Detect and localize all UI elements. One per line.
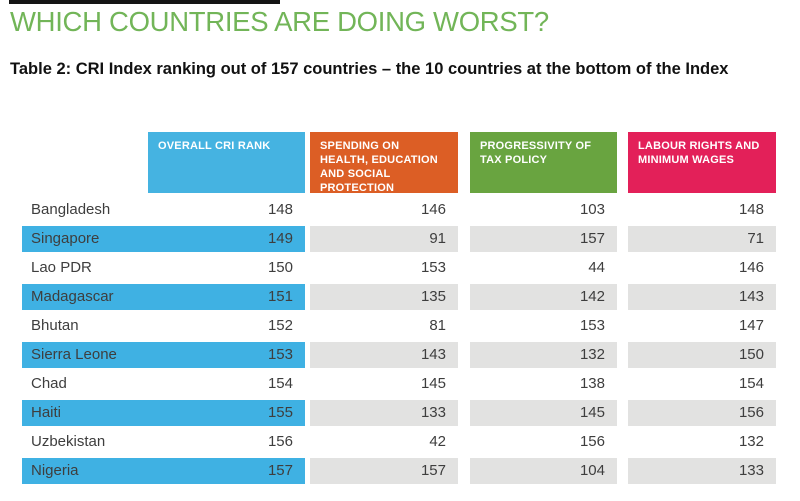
overall-cri-rank-value: 151 bbox=[148, 284, 305, 310]
spending-rank-value: 91 bbox=[310, 226, 458, 252]
table-row: Sierra Leone 153 143 132 150 bbox=[22, 342, 776, 368]
country-name: Haiti bbox=[22, 400, 148, 426]
table-header-row: OVERALL CRI RANK SPENDING ON HEALTH, EDU… bbox=[22, 132, 776, 194]
overall-cri-rank-value: 156 bbox=[267, 433, 293, 450]
tax-policy-rank-value: 153 bbox=[579, 317, 605, 334]
overall-cri-rank-value: 149 bbox=[148, 226, 305, 252]
tax-policy-rank-value: 132 bbox=[470, 342, 617, 368]
table-row: Singapore 149 91 157 71 bbox=[22, 226, 776, 252]
table-row: Bangladesh 148 146 103 148 bbox=[22, 197, 776, 223]
country-name: Sierra Leone bbox=[22, 342, 148, 368]
overall-cri-rank-value: 155 bbox=[148, 400, 305, 426]
table-row: Bhutan 152 81 153 147 bbox=[22, 313, 776, 339]
column-header-labour-rights: LABOUR RIGHTS AND MINIMUM WAGES bbox=[628, 132, 776, 193]
table-row: Uzbekistan 156 42 156 132 bbox=[22, 429, 776, 455]
spending-rank-value: 145 bbox=[420, 375, 446, 392]
tax-policy-rank-value: 104 bbox=[470, 458, 617, 484]
tax-policy-rank-value: 142 bbox=[470, 284, 617, 310]
table-rows: Bangladesh 148 146 103 148 Singapore 149… bbox=[22, 197, 776, 484]
labour-rights-rank-value: 147 bbox=[738, 317, 764, 334]
overall-cri-rank-value: 157 bbox=[148, 458, 305, 484]
tax-policy-rank-value: 145 bbox=[470, 400, 617, 426]
page-title: WHICH COUNTRIES ARE DOING WORST? bbox=[10, 6, 549, 37]
overall-cri-rank-value: 152 bbox=[267, 317, 293, 334]
country-name: Chad bbox=[31, 375, 67, 392]
header-spacer bbox=[22, 132, 148, 193]
spending-rank-value: 81 bbox=[429, 317, 446, 334]
spending-rank-value: 143 bbox=[310, 342, 458, 368]
country-name: Bhutan bbox=[31, 317, 79, 334]
spending-rank-value: 157 bbox=[310, 458, 458, 484]
table-row: Madagascar 151 135 142 143 bbox=[22, 284, 776, 310]
tax-policy-rank-value: 156 bbox=[579, 433, 605, 450]
country-name: Bangladesh bbox=[31, 201, 111, 218]
spending-rank-value: 135 bbox=[310, 284, 458, 310]
overall-cri-rank-value: 153 bbox=[148, 342, 305, 368]
labour-rights-rank-value: 132 bbox=[738, 433, 764, 450]
overall-cri-rank-value: 154 bbox=[267, 375, 293, 392]
table-row: Nigeria 157 157 104 133 bbox=[22, 458, 776, 484]
labour-rights-rank-value: 150 bbox=[628, 342, 776, 368]
labour-rights-rank-value: 133 bbox=[628, 458, 776, 484]
country-name: Madagascar bbox=[22, 284, 148, 310]
table-caption: Table 2: CRI Index ranking out of 157 co… bbox=[10, 60, 729, 78]
tax-policy-rank-value: 103 bbox=[579, 201, 605, 218]
overall-cri-rank-value: 150 bbox=[267, 259, 293, 276]
table-row: Lao PDR 150 153 44 146 bbox=[22, 255, 776, 281]
labour-rights-rank-value: 143 bbox=[628, 284, 776, 310]
spending-rank-value: 133 bbox=[310, 400, 458, 426]
table-row: Chad 154 145 138 154 bbox=[22, 371, 776, 397]
column-header-tax-policy: PROGRESSIVITY OF TAX POLICY bbox=[470, 132, 617, 193]
spending-rank-value: 153 bbox=[420, 259, 446, 276]
country-name: Singapore bbox=[22, 226, 148, 252]
top-progress-bar bbox=[9, 0, 280, 4]
table-row: Haiti 155 133 145 156 bbox=[22, 400, 776, 426]
tax-policy-rank-value: 157 bbox=[470, 226, 617, 252]
labour-rights-rank-value: 71 bbox=[628, 226, 776, 252]
labour-rights-rank-value: 156 bbox=[628, 400, 776, 426]
country-name: Lao PDR bbox=[31, 259, 92, 276]
tax-policy-rank-value: 138 bbox=[579, 375, 605, 392]
cri-ranking-table: OVERALL CRI RANK SPENDING ON HEALTH, EDU… bbox=[22, 132, 776, 487]
country-name: Uzbekistan bbox=[31, 433, 106, 450]
labour-rights-rank-value: 148 bbox=[738, 201, 764, 218]
overall-cri-rank-value: 148 bbox=[267, 201, 293, 218]
tax-policy-rank-value: 44 bbox=[588, 259, 605, 276]
labour-rights-rank-value: 154 bbox=[738, 375, 764, 392]
spending-rank-value: 42 bbox=[429, 433, 446, 450]
spending-rank-value: 146 bbox=[420, 201, 446, 218]
column-header-spending: SPENDING ON HEALTH, EDUCATION AND SOCIAL… bbox=[310, 132, 458, 194]
labour-rights-rank-value: 146 bbox=[738, 259, 764, 276]
country-name: Nigeria bbox=[22, 458, 148, 484]
column-header-overall-cri-rank: OVERALL CRI RANK bbox=[148, 132, 305, 193]
